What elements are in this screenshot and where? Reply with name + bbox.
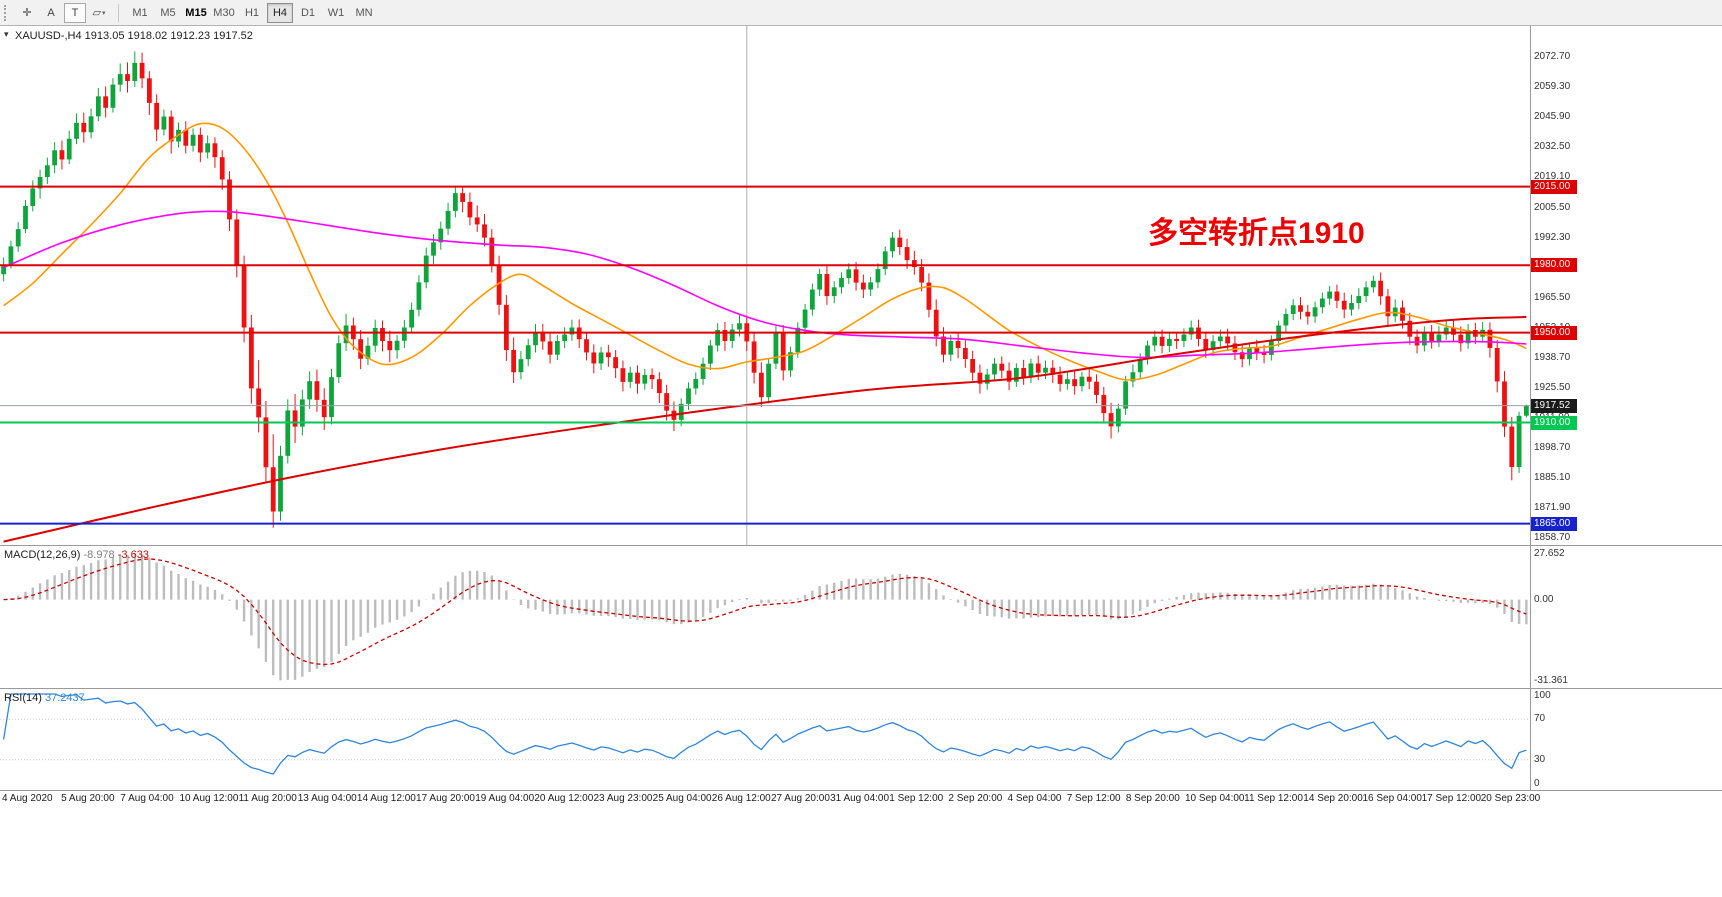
panel-divider-main-macd[interactable] <box>0 545 1722 546</box>
text-label-icon: T <box>71 6 79 19</box>
time-label: 14 Aug 12:00 <box>356 793 416 804</box>
one-click-trading-arrow-icon[interactable]: ▾ <box>4 29 9 39</box>
time-label: 25 Aug 04:00 <box>652 793 712 804</box>
rsi-scale-0: 0 <box>1534 778 1540 789</box>
price-chart-canvas[interactable] <box>0 26 1530 545</box>
toolbar-grip[interactable] <box>4 4 10 21</box>
rsi-value: 37.2437 <box>44 692 85 704</box>
time-label: 10 Aug 12:00 <box>179 793 239 804</box>
price-tag-1910.00: 1910.00 <box>1531 415 1577 430</box>
bid-price-tag: 1917.52 <box>1531 398 1577 413</box>
crosshair-icon: ✛ <box>22 7 32 19</box>
ma-mid-magenta <box>3 210 1527 359</box>
candles-layer <box>1 51 1529 528</box>
time-label: 4 Aug 2020 <box>2 793 53 804</box>
tf-button-d1[interactable]: D1 <box>295 3 321 23</box>
price-tick: 1858.70 <box>1534 531 1571 543</box>
macd-main-value: -8.978 <box>83 549 115 561</box>
macd-signal-value: -3.633 <box>117 549 149 561</box>
price-tag-1865.00: 1865.00 <box>1531 516 1577 531</box>
tf-button-mn[interactable]: MN <box>351 3 377 23</box>
macd-label: MACD(12,26,9) <box>4 549 81 561</box>
rsi-scale-70: 70 <box>1534 713 1546 725</box>
time-label: 1 Sep 12:00 <box>889 793 944 804</box>
time-label: 13 Aug 04:00 <box>297 793 357 804</box>
text-label-tool-button[interactable]: T <box>64 2 86 23</box>
chart-title-ohlc: XAUUSD-,H4 1913.05 1918.02 1912.23 1917.… <box>15 30 253 42</box>
time-label: 20 Sep 23:00 <box>1480 793 1541 804</box>
time-label: 31 Aug 04:00 <box>830 793 890 804</box>
time-label: 11 Aug 20:00 <box>238 793 297 804</box>
time-label: 8 Sep 20:00 <box>1125 793 1180 804</box>
time-label: 20 Aug 12:00 <box>534 793 594 804</box>
time-axis-border <box>0 790 1722 791</box>
macd-scale-top: 27.652 <box>1534 548 1565 559</box>
price-tag-1950.00: 1950.00 <box>1531 325 1577 340</box>
price-tick: 2045.90 <box>1534 111 1571 123</box>
time-label: 17 Sep 12:00 <box>1421 793 1482 804</box>
toolbar-divider <box>118 3 119 22</box>
ma-fast-orange <box>3 122 1527 381</box>
shapes-tool-button[interactable]: ▱ ▾ <box>88 3 110 23</box>
time-label: 7 Sep 12:00 <box>1066 793 1121 804</box>
macd-scale-bottom: -31.361 <box>1534 675 1568 686</box>
chart-annotation-text[interactable]: 多空转折点1910 <box>1148 217 1365 250</box>
time-label: 27 Aug 20:00 <box>770 793 830 804</box>
price-scale-border <box>1530 26 1531 790</box>
macd-header: MACD(12,26,9) -8.978 -3.633 <box>4 549 149 561</box>
tf-button-m30[interactable]: M30 <box>211 3 237 23</box>
price-tick: 1925.50 <box>1534 381 1571 393</box>
time-label: 17 Aug 20:00 <box>416 793 475 804</box>
price-tick: 2005.50 <box>1534 201 1571 213</box>
price-tag-1980.00: 1980.00 <box>1531 258 1577 273</box>
time-label: 10 Sep 04:00 <box>1185 793 1245 804</box>
rsi-header: RSI(14) 37.2437 <box>4 692 85 704</box>
time-label: 7 Aug 04:00 <box>120 793 174 804</box>
tf-button-h4[interactable]: H4 <box>267 2 293 23</box>
time-label: 14 Sep 20:00 <box>1303 793 1363 804</box>
rsi-scale-30: 30 <box>1534 753 1546 765</box>
price-tick: 1885.10 <box>1534 472 1571 484</box>
text-tool-icon: A <box>47 6 55 19</box>
price-tick: 1992.30 <box>1534 231 1571 243</box>
tf-button-m1[interactable]: M1 <box>127 3 153 23</box>
rsi-label: RSI(14) <box>4 692 42 704</box>
price-tick: 2019.10 <box>1534 171 1571 183</box>
price-tick: 2032.50 <box>1534 141 1571 153</box>
rsi-scale-100: 100 <box>1534 690 1551 701</box>
tf-button-h1[interactable]: H1 <box>239 3 265 23</box>
time-label: 5 Aug 20:00 <box>61 793 115 804</box>
price-tag-2015.00: 2015.00 <box>1531 179 1577 194</box>
time-label: 16 Sep 04:00 <box>1362 793 1422 804</box>
time-label: 4 Sep 04:00 <box>1007 793 1062 804</box>
panel-divider-macd-rsi[interactable] <box>0 688 1722 689</box>
time-label: 23 Aug 23:00 <box>593 793 653 804</box>
price-tick: 1871.90 <box>1534 502 1571 514</box>
rsi-canvas[interactable] <box>0 689 1530 790</box>
chevron-down-icon: ▾ <box>101 9 106 17</box>
crosshair-tool-button[interactable]: ✛ <box>16 3 38 23</box>
time-label: 11 Sep 12:00 <box>1244 793 1303 804</box>
price-tick: 1938.70 <box>1534 352 1571 364</box>
shapes-icon: ▱ <box>92 7 101 19</box>
price-tick: 1898.70 <box>1534 441 1571 453</box>
text-tool-button[interactable]: A <box>40 3 62 23</box>
price-tick: 2072.70 <box>1534 51 1571 62</box>
ma-slow-red <box>3 316 1527 543</box>
macd-scale-zero: 0.00 <box>1534 593 1554 605</box>
tf-button-m15[interactable]: M15 <box>183 3 209 23</box>
time-label: 19 Aug 04:00 <box>475 793 535 804</box>
toolbar: ✛ A T ▱ ▾ M1 M5 M15 M30 H1 H4 D1 W1 MN <box>0 0 1722 26</box>
macd-canvas[interactable] <box>0 546 1530 688</box>
time-label: 2 Sep 20:00 <box>948 793 1003 804</box>
tf-button-m5[interactable]: M5 <box>155 3 181 23</box>
tf-button-w1[interactable]: W1 <box>323 3 349 23</box>
price-tick: 2059.30 <box>1534 81 1571 93</box>
time-label: 26 Aug 12:00 <box>711 793 771 804</box>
price-tick: 1965.50 <box>1534 291 1571 303</box>
